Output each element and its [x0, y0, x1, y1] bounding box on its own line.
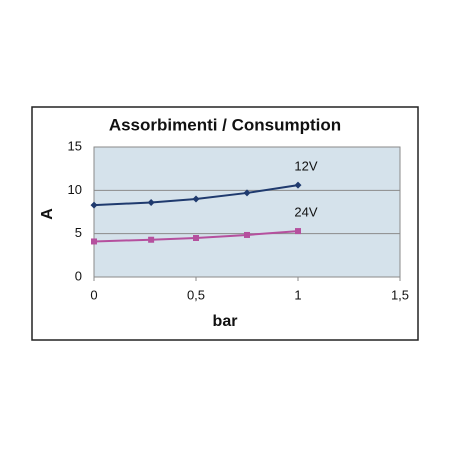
point: [91, 238, 97, 245]
y-tick-label: 0: [75, 268, 82, 283]
x-tick-label: 0,5: [187, 287, 205, 302]
x-axis-title: bar: [213, 313, 238, 330]
point: [147, 198, 155, 206]
series-label: 24V: [294, 205, 317, 220]
point: [294, 181, 302, 189]
y-tick-label: 15: [68, 138, 82, 153]
point: [192, 195, 200, 203]
series-label: 12V: [294, 159, 317, 174]
x-tick-label: 1,5: [391, 287, 409, 302]
y-tick-label: 5: [75, 225, 82, 240]
point: [295, 228, 301, 235]
point: [90, 201, 98, 209]
x-tick-label: 1: [294, 287, 301, 302]
point: [243, 189, 251, 197]
y-axis-title: A: [39, 208, 56, 220]
point: [244, 231, 250, 238]
chart-title: Assorbimenti / Consumption: [109, 115, 341, 134]
point: [193, 235, 199, 241]
plot-area: [93, 146, 401, 278]
y-tick-label: 10: [68, 182, 82, 197]
x-tick-label: 0: [90, 287, 97, 302]
point: [148, 236, 155, 243]
